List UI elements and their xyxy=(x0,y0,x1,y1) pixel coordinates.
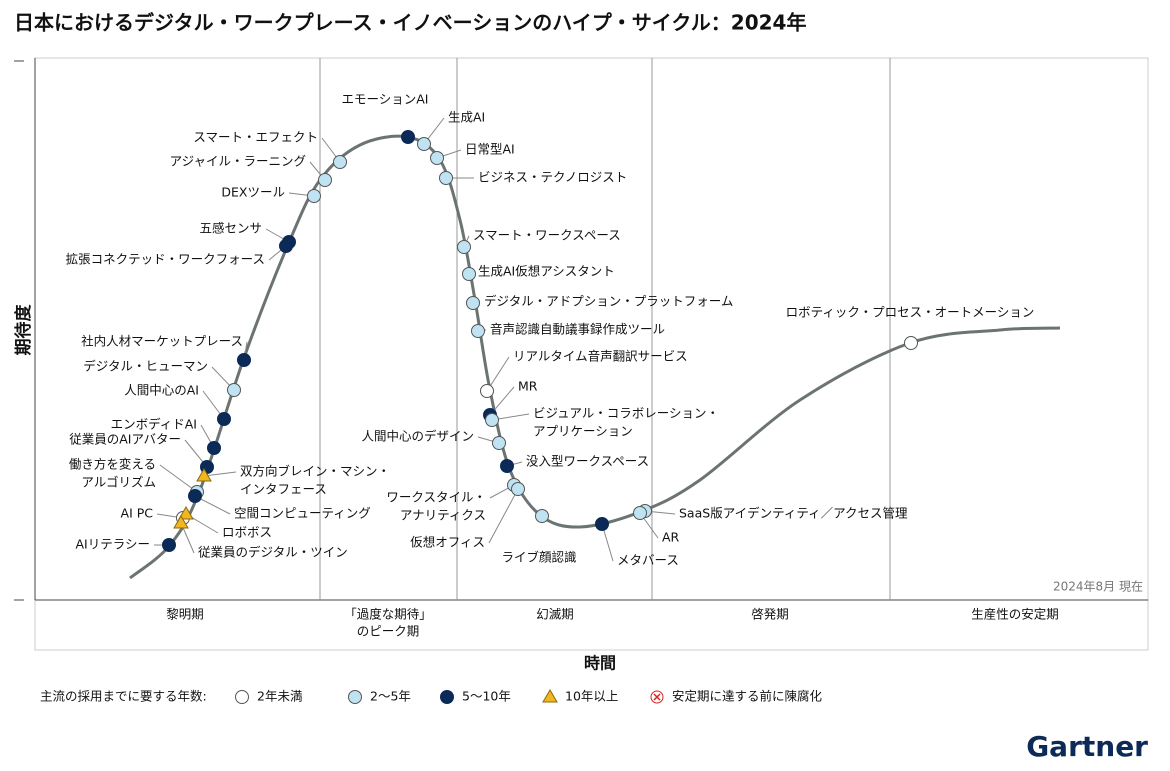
technology-marker xyxy=(485,413,499,427)
technology-label: ロボボス xyxy=(222,525,272,540)
technology-label: ライブ顔認識 xyxy=(501,550,576,565)
legend-label: 2年未満 xyxy=(257,689,302,704)
technology-marker xyxy=(471,324,485,338)
technology-marker xyxy=(318,173,332,187)
technology-marker xyxy=(439,171,453,185)
technology-label: 空間コンピューティング xyxy=(234,506,371,521)
technology-marker xyxy=(430,151,444,165)
as-of: 2024年8月 現在 xyxy=(1053,580,1143,594)
technology-marker xyxy=(535,509,549,523)
technology-label: 人間中心のAI xyxy=(124,383,199,398)
technology-label: ロボティック・プロセス・オートメーション xyxy=(786,305,1035,320)
technology-marker xyxy=(196,468,212,482)
content: 黎明期 「過度な期待」のピーク期 幻滅期 啓発期 生産性の安定期 エモーションAI 生成AI… xyxy=(40,58,1061,704)
technology-marker xyxy=(466,296,480,310)
technology-label: ワークスタイル・ xyxy=(386,490,486,505)
technology-marker xyxy=(511,482,525,496)
technology-marker xyxy=(207,441,221,455)
technology-label: 生成AI仮想アシスタント xyxy=(478,264,615,279)
technology-label: インタフェース xyxy=(240,482,327,497)
technology-marker xyxy=(462,267,476,281)
technology-marker xyxy=(417,137,431,151)
legend-label: 10年以上 xyxy=(565,689,618,704)
technology-label: アジャイル・ラーニング xyxy=(170,154,306,169)
technology-marker xyxy=(595,517,609,531)
technology-marker xyxy=(237,353,251,367)
leader-line xyxy=(203,471,237,477)
technology-marker xyxy=(480,384,494,398)
legend-label: 2〜5年 xyxy=(370,689,411,704)
technology-label: 従業員のデジタル・ツイン xyxy=(198,545,348,560)
legend-symbol xyxy=(542,689,558,703)
technology-label: SaaS版アイデンティティ／アクセス管理 xyxy=(679,506,908,521)
phase-label: のピーク期 xyxy=(357,624,420,639)
legend-symbol xyxy=(235,690,249,704)
technology-label: 拡張コネクテッド・ワークフォース xyxy=(66,252,265,267)
technology-label: デジタル・ヒューマン xyxy=(83,359,208,374)
technology-marker xyxy=(307,189,321,203)
technology-label: AR xyxy=(662,530,680,545)
technology-label: エンボディドAI xyxy=(111,417,197,432)
technology-marker xyxy=(333,155,347,169)
phase-label: 幻滅期 xyxy=(536,607,574,622)
technology-label: AI PC xyxy=(121,506,154,521)
leader-line xyxy=(159,464,198,493)
technology-label: AIリテラシー xyxy=(76,537,151,552)
technology-marker xyxy=(162,538,176,552)
technology-label: リアルタイム音声翻訳サービス xyxy=(513,349,688,364)
technology-label: 生成AI xyxy=(448,110,485,125)
technology-marker xyxy=(279,239,293,253)
phase-label: 黎明期 xyxy=(166,607,204,622)
technology-label: 従業員のAIアバター xyxy=(69,432,181,447)
legend-symbol xyxy=(440,690,454,704)
technology-label: 没入型ワークスペース xyxy=(526,454,649,469)
technology-marker xyxy=(492,436,506,450)
phase-label: 啓発期 xyxy=(751,607,789,622)
technology-marker xyxy=(633,506,647,520)
technology-label: スマート・ワークスペース xyxy=(473,228,621,243)
technology-label: DEXツール xyxy=(221,185,285,200)
x-label: 時間 xyxy=(584,654,616,673)
technology-label: ビジネス・テクノロジスト xyxy=(478,170,627,185)
title: 日本におけるデジタル・ワークプレース・イノベーションのハイプ・サイクル：2024… xyxy=(14,11,806,35)
technology-label: アルゴリズム xyxy=(81,475,156,490)
technology-label: 五感センサ xyxy=(199,221,262,236)
technology-label: アプリケーション xyxy=(533,424,633,439)
technology-label: 人間中心のデザイン xyxy=(361,429,474,444)
brand-logo: Gartner xyxy=(1026,730,1148,763)
phase-label: 「過度な期待」 xyxy=(344,607,432,622)
legend-title: 主流の採用までに要する年数: xyxy=(40,689,207,704)
technology-label: 働き方を変える xyxy=(69,457,156,472)
technology-label: 双方向ブレイン・マシン・ xyxy=(240,464,390,479)
technology-label: ビジュアル・コラボレーション・ xyxy=(533,406,719,421)
technology-label: MR xyxy=(518,379,538,394)
phase-label: 生産性の安定期 xyxy=(971,607,1059,622)
technology-marker xyxy=(401,130,415,144)
legend-symbol xyxy=(653,693,661,701)
technology-marker xyxy=(227,383,241,397)
technology-marker xyxy=(173,515,189,529)
technology-label: エモーションAI xyxy=(342,92,429,107)
technology-label: デジタル・アドプション・プラットフォーム xyxy=(484,294,733,309)
leader-line xyxy=(488,488,519,544)
technology-label: スマート・エフェクト xyxy=(193,130,318,145)
technology-marker xyxy=(904,336,918,350)
legend-label: 5〜10年 xyxy=(462,689,511,704)
technology-label: 仮想オフィス xyxy=(410,535,485,550)
technology-marker xyxy=(217,412,231,426)
technology-label: 音声認識自動議事録作成ツール xyxy=(490,322,665,337)
technology-marker xyxy=(188,489,202,503)
technology-marker xyxy=(500,459,514,473)
y-label: 期待度 xyxy=(13,304,34,356)
technology-label: 社内人材マーケットプレース xyxy=(81,334,243,349)
technology-label: メタバース xyxy=(617,553,679,568)
technology-marker xyxy=(178,506,194,520)
technology-label: 日常型AI xyxy=(465,142,515,157)
technology-marker xyxy=(457,240,471,254)
legend-symbol xyxy=(348,690,362,704)
technology-label: アナリティクス xyxy=(400,508,486,523)
legend-label: 安定期に達する前に陳腐化 xyxy=(672,689,823,704)
